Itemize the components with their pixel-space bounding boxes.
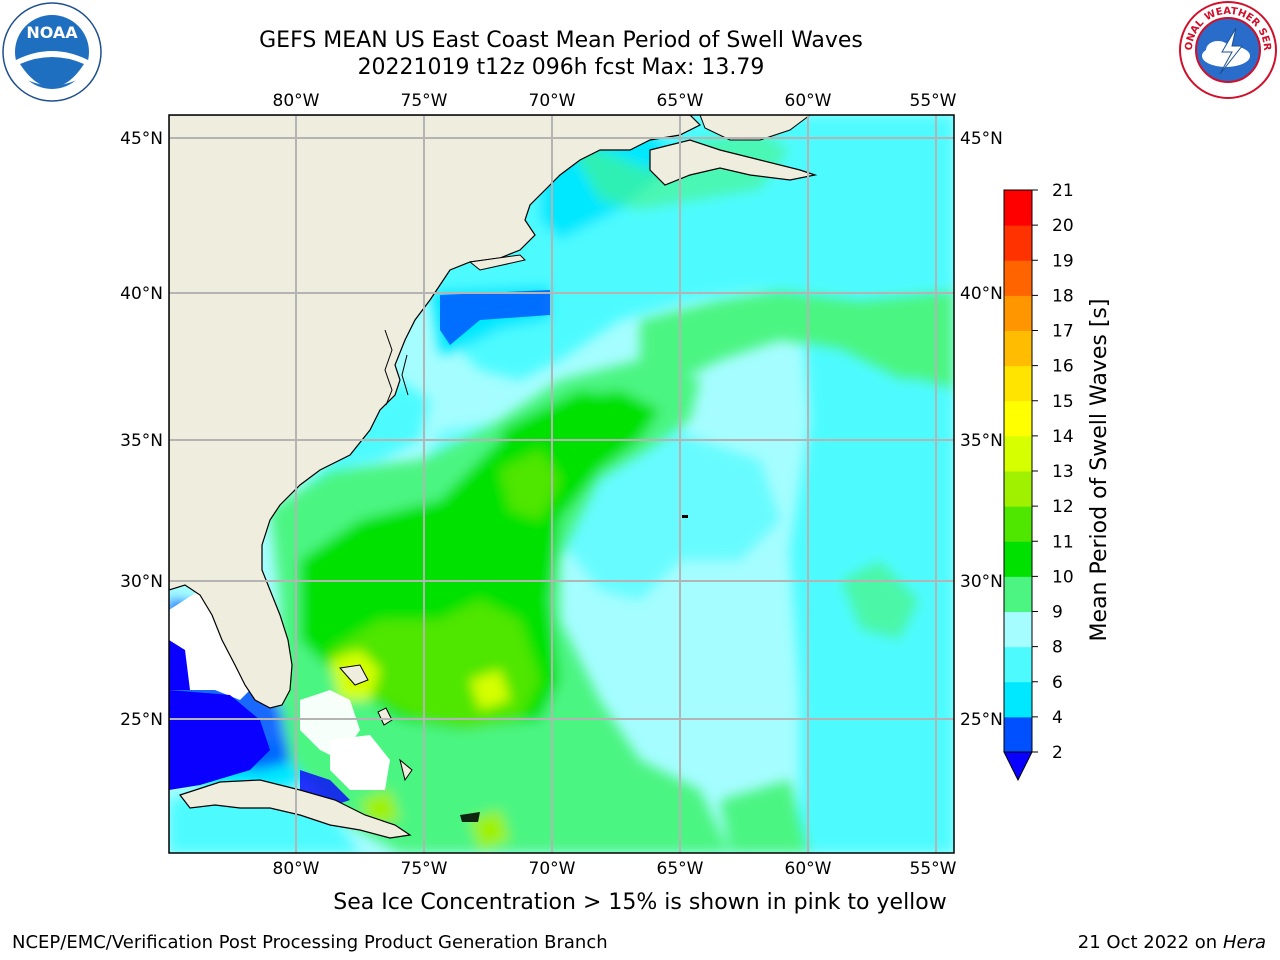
lon-label: 65°W — [657, 91, 704, 111]
colorbar-segment — [1004, 646, 1032, 683]
lat-label: 25°N — [120, 710, 163, 730]
gulf-of-mexico-low-period — [169, 690, 270, 790]
colorbar-segment — [1004, 435, 1032, 472]
colorbar-segment — [1004, 295, 1032, 331]
colorbar-tick-label: 18 — [1052, 286, 1074, 306]
colorbar-tick-label: 20 — [1052, 216, 1074, 236]
lat-labels-right: 45°N 40°N 35°N 30°N 25°N — [960, 129, 1003, 730]
lon-label: 65°W — [657, 859, 704, 879]
date-value: 21 Oct 2022 on — [1077, 932, 1218, 953]
lat-label: 45°N — [960, 129, 1003, 149]
lat-label: 30°N — [960, 572, 1003, 592]
colorbar-label: Mean Period of Swell Waves [s] — [1087, 299, 1112, 642]
colorbar-segment — [1004, 716, 1032, 753]
lat-label: 35°N — [960, 431, 1003, 451]
lon-labels-bottom: 80°W 75°W 70°W 65°W 60°W 55°W — [273, 859, 957, 879]
colorbar-segment — [1004, 260, 1032, 296]
lat-label: 35°N — [120, 431, 163, 451]
colorbar-tick-label: 6 — [1052, 673, 1063, 693]
colorbar-tick-label: 12 — [1052, 497, 1074, 517]
colorbar-under-extension — [1003, 751, 1033, 782]
colorbar-tick-label: 17 — [1052, 322, 1074, 342]
colorbar-segment — [1004, 225, 1032, 261]
colorbar-tick-label: 9 — [1052, 603, 1063, 623]
colorbar-segment — [1004, 611, 1032, 648]
sea-ice-note: Sea Ice Concentration > 15% is shown in … — [333, 890, 947, 915]
lat-label: 40°N — [120, 284, 163, 304]
lon-label: 55°W — [910, 91, 957, 111]
lon-label: 55°W — [910, 859, 957, 879]
lon-label: 75°W — [401, 91, 448, 111]
colorbar-segment — [1004, 190, 1032, 226]
colorbar-tick-label: 10 — [1052, 567, 1074, 587]
colorbar: 2 4 6 8 9 10 11 12 13 14 15 16 17 18 19 20 21 — [1003, 181, 1074, 782]
noaa-logo: NOAA — [2, 2, 102, 102]
no-data-area — [169, 590, 250, 700]
credit-text: NCEP/EMC/Verification Post Processing Pr… — [12, 932, 608, 953]
noaa-logo-text: NOAA — [26, 23, 78, 42]
colorbar-tick-label: 2 — [1052, 743, 1063, 763]
colorbar-segment — [1004, 330, 1032, 367]
chart-subtitle: 20221019 t12z 096h fcst Max: 13.79 — [357, 55, 765, 80]
colorbar-tick-label: 13 — [1052, 462, 1074, 482]
colorbar-segment — [1004, 400, 1032, 437]
lon-labels-top: 80°W 75°W 70°W 65°W 60°W 55°W — [273, 91, 957, 111]
colorbar-tick-label: 14 — [1052, 427, 1074, 447]
lon-label: 60°W — [785, 91, 832, 111]
lon-label: 60°W — [785, 859, 832, 879]
colorbar-segment — [1004, 471, 1032, 507]
nws-logo: NATIONAL WEATHER SERVICE — [1178, 0, 1277, 99]
map-fill — [169, 115, 954, 853]
colorbar-segment — [1004, 506, 1032, 542]
colorbar-tick-label: 21 — [1052, 181, 1074, 201]
colorbar-tick-label: 4 — [1052, 708, 1063, 728]
colorbar-segment — [1004, 576, 1032, 612]
lat-label: 45°N — [120, 129, 163, 149]
land-north-america — [169, 115, 702, 709]
colorbar-tick-label: 11 — [1052, 532, 1074, 552]
colorbar-tick-label: 15 — [1052, 392, 1074, 412]
lon-label: 70°W — [529, 859, 576, 879]
colorbar-tick-label: 16 — [1052, 357, 1074, 377]
date-text: 21 Oct 2022 on Hera — [1078, 932, 1266, 953]
colorbar-tick-label: 8 — [1052, 638, 1063, 658]
lon-label: 80°W — [273, 91, 320, 111]
map-frame — [168, 114, 955, 854]
lat-label: 40°N — [960, 284, 1003, 304]
lat-label: 25°N — [960, 710, 1003, 730]
colorbar-tick-label: 19 — [1052, 251, 1074, 271]
lon-label: 70°W — [529, 91, 576, 111]
lat-labels-left: 45°N 40°N 35°N 30°N 25°N — [120, 129, 163, 730]
colorbar-segment — [1004, 541, 1032, 577]
lon-label: 80°W — [273, 859, 320, 879]
machine-name: Hera — [1222, 932, 1266, 953]
chart-title: GEFS MEAN US East Coast Mean Period of S… — [259, 28, 863, 53]
colorbar-segment — [1004, 365, 1032, 402]
lat-label: 30°N — [120, 572, 163, 592]
colorbar-segment — [1004, 681, 1032, 718]
map-gridlines — [169, 115, 954, 853]
lon-label: 75°W — [401, 859, 448, 879]
